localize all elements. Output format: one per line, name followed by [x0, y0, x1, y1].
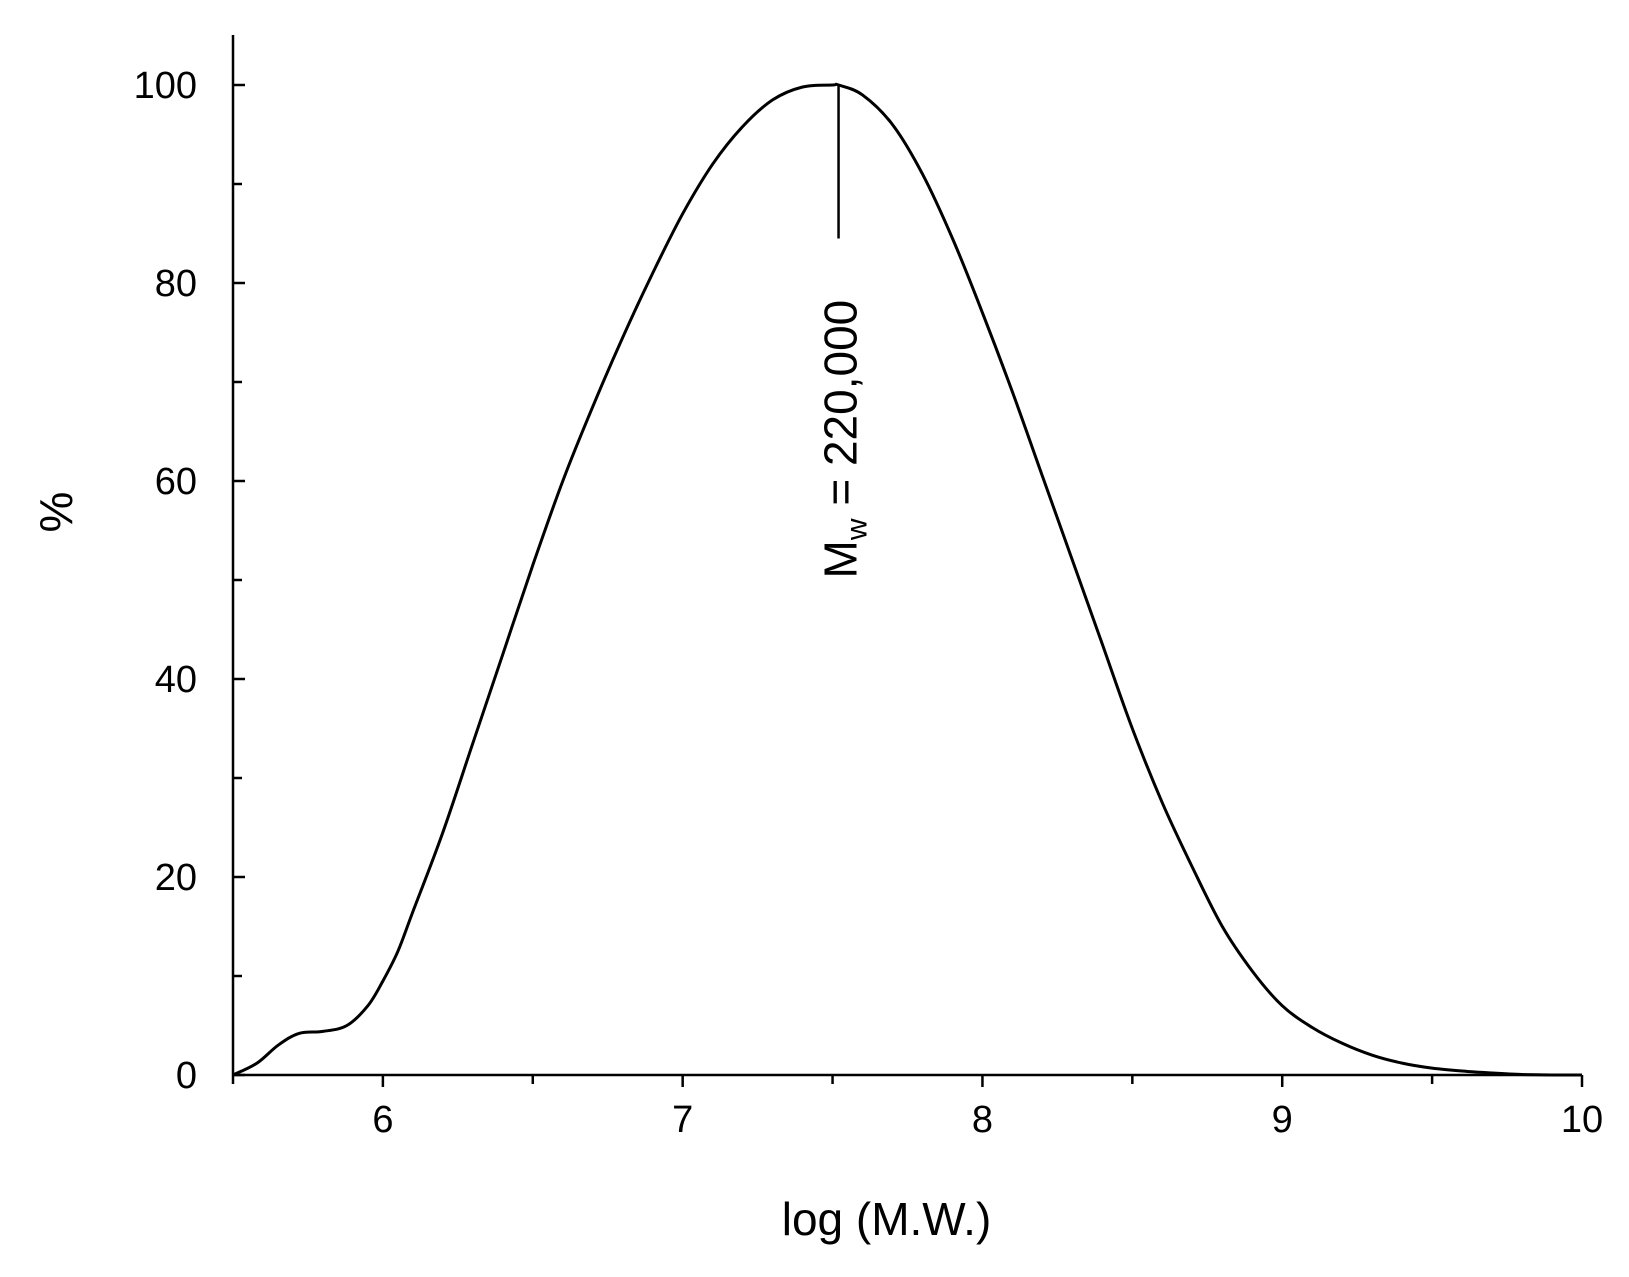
y-tick-label: 20: [155, 857, 197, 899]
x-tick-label: 8: [972, 1099, 993, 1141]
mw-annotation-subscript: w: [841, 518, 874, 541]
mw-annotation: Mw = 220,000: [815, 300, 874, 579]
mw-annotation-main: M: [815, 540, 867, 578]
x-tick-label: 10: [1561, 1099, 1603, 1141]
y-tick-label: 60: [155, 461, 197, 503]
x-tick-label: 9: [1272, 1099, 1293, 1141]
mw-annotation-value: = 220,000: [815, 300, 867, 519]
y-axis-title: %: [30, 492, 82, 533]
axes: [233, 35, 1582, 1075]
series-line: [233, 84, 1582, 1075]
y-tick-label: 100: [134, 65, 197, 107]
x-tick-label: 6: [372, 1099, 393, 1141]
y-tick-label: 80: [155, 263, 197, 305]
ticks: [233, 85, 1582, 1087]
y-tick-label: 40: [155, 659, 197, 701]
y-tick-label: 0: [176, 1055, 197, 1097]
x-axis-title: log (M.W.): [782, 1193, 992, 1245]
x-tick-label: 7: [672, 1099, 693, 1141]
